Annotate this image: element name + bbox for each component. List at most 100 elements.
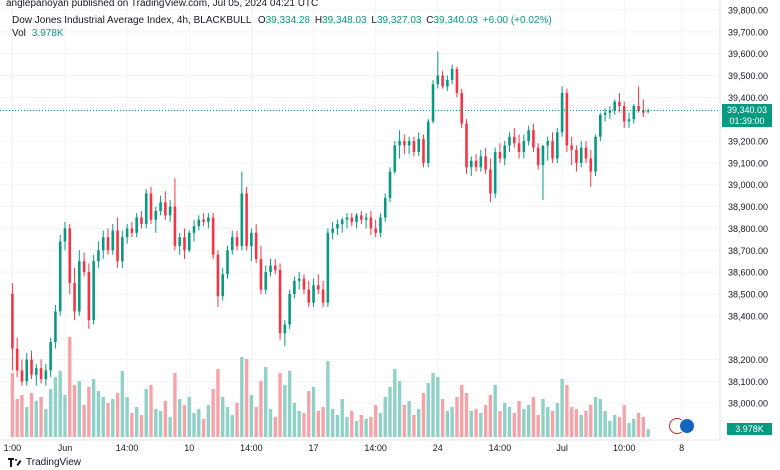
price-tick-label: 39,200.00	[728, 137, 768, 147]
candle-body	[450, 68, 454, 80]
candle-body	[54, 311, 57, 342]
tradingview-logo[interactable]: TradingView	[8, 457, 81, 468]
candle-body	[245, 193, 248, 246]
candle-body	[211, 217, 215, 255]
candle-body	[312, 285, 315, 303]
volume-bar	[87, 387, 91, 437]
candle-body	[474, 160, 478, 168]
time-tick-label: 14:00	[116, 443, 139, 453]
volume-bar	[211, 389, 215, 437]
candle-body	[398, 141, 401, 146]
volume-bar	[225, 407, 230, 437]
volume-bar	[221, 397, 225, 437]
candle-body	[422, 138, 425, 163]
time-tick-label: 14:00	[364, 443, 387, 453]
volume-bar	[244, 359, 249, 437]
volume-bar	[608, 421, 612, 437]
candle-body	[469, 160, 473, 168]
price-tick-label: 39,600.00	[728, 49, 768, 59]
candle-body	[417, 138, 420, 152]
volume-bar	[612, 415, 617, 437]
volume-bar	[302, 413, 306, 437]
candle-body	[240, 193, 244, 246]
volume-bar	[359, 415, 364, 437]
volume-bar	[264, 367, 268, 437]
candle-body	[130, 228, 134, 233]
volume-bar	[546, 407, 550, 437]
volume-bar	[483, 405, 488, 437]
candle-body	[374, 228, 377, 233]
time-axis[interactable]: 1:00 Jun 14:00 10 14:00 17 14:00 24 14:00 Jul 10:0…	[4, 443, 684, 453]
price-axis[interactable]: 39,800.00 39,700.00 39,600.00 39,500.00 39,4…	[728, 6, 768, 409]
volume-bar	[460, 385, 464, 437]
time-tick-label: 8	[679, 443, 684, 453]
volume-bar	[627, 423, 631, 437]
volume-bar	[91, 379, 96, 437]
candle-body	[379, 217, 382, 233]
candle-body	[154, 210, 158, 220]
price-tick-label: 38,600.00	[728, 268, 768, 278]
volume-bar	[326, 361, 330, 437]
volume-bar	[393, 369, 397, 437]
candle-body	[187, 232, 191, 251]
candle-body	[446, 79, 449, 87]
volume-bar	[603, 411, 607, 437]
volume-bar	[249, 395, 254, 437]
volume-bar	[383, 397, 387, 437]
volume-bar	[106, 403, 110, 437]
last-price-badge: 39,340.03 01:39:00	[722, 104, 772, 127]
last-price-value: 39,340.03	[726, 105, 768, 115]
candle-body	[498, 151, 502, 159]
volume-bar	[412, 415, 416, 437]
candle-body	[283, 324, 287, 334]
volume-bar	[254, 407, 258, 437]
candle-body	[517, 143, 521, 152]
price-tick-label: 38,200.00	[728, 355, 768, 365]
price-tick-label: 39,100.00	[728, 158, 768, 168]
volume-bar	[77, 381, 82, 437]
candle-body	[11, 293, 14, 349]
price-tick-label: 38,900.00	[728, 202, 768, 212]
candle-body	[125, 228, 129, 238]
price-tick-label: 38,500.00	[728, 289, 768, 299]
volume-bar	[560, 379, 564, 437]
candle-body	[178, 237, 181, 246]
volume-bar	[488, 395, 493, 437]
us-flag-icon[interactable]	[679, 418, 695, 434]
candle-body	[63, 228, 67, 242]
candle-body	[49, 342, 52, 371]
candle-body	[603, 112, 607, 115]
candle-body	[302, 278, 306, 290]
candle-body	[78, 261, 81, 312]
volume-label: Vol	[12, 28, 26, 39]
candle-body	[407, 141, 411, 146]
volume-bar	[474, 409, 478, 437]
candle-body	[226, 250, 229, 275]
volume-bar	[283, 385, 287, 437]
volume-bar	[206, 405, 211, 437]
candle-body	[613, 101, 616, 111]
time-tick-label: 14:00	[240, 443, 263, 453]
volume-bar	[479, 413, 483, 437]
candle-body	[642, 110, 645, 113]
volume-bar	[531, 397, 536, 437]
volume-bar	[536, 415, 540, 437]
volume-bar	[402, 405, 407, 437]
candle-body	[479, 156, 483, 168]
time-tick-label: 17	[309, 443, 319, 453]
open-value: 39,334.28	[265, 15, 311, 26]
candle-body	[493, 151, 497, 194]
symbol-legend: Dow Jones Industrial Average Index, 4h, …	[12, 15, 552, 26]
volume-bar	[287, 371, 292, 437]
candle-body	[92, 261, 95, 321]
volume-bar	[617, 417, 622, 437]
candle-body	[273, 265, 277, 270]
price-tick-label: 39,400.00	[728, 93, 768, 103]
candle-body	[25, 359, 29, 382]
volume-bar	[72, 385, 77, 437]
candle-body	[235, 237, 239, 246]
time-tick-label: Jun	[58, 443, 73, 453]
candle-body	[503, 145, 507, 159]
volume-bar	[39, 397, 43, 437]
